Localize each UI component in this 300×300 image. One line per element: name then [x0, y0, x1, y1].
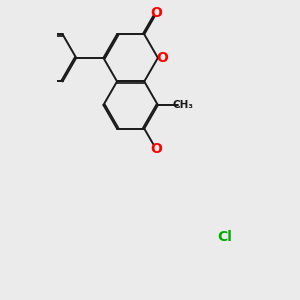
Text: CH₃: CH₃: [173, 100, 194, 110]
Text: O: O: [157, 51, 168, 65]
Text: O: O: [151, 6, 163, 20]
Text: O: O: [150, 142, 162, 156]
Text: Cl: Cl: [218, 230, 232, 244]
